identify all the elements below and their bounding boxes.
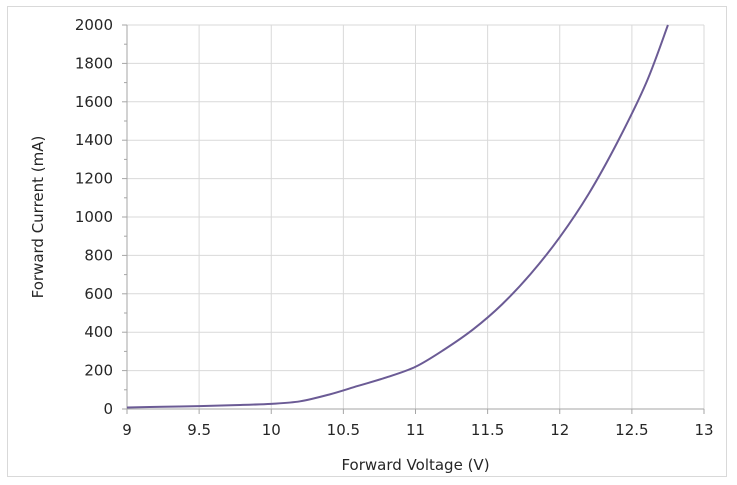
y-tick-labels: 0 200 400 600 800 1000 1200 1400 1600 1800 2000 [75, 16, 113, 418]
y-tick-label: 200 [84, 362, 113, 380]
x-axis-title: Forward Voltage (V) [341, 456, 489, 474]
y-tick-label: 1000 [75, 208, 113, 226]
y-tick-label: 2000 [75, 16, 113, 34]
x-tick-label: 11 [406, 421, 425, 439]
grid-lines [126, 24, 705, 409]
series-line [126, 24, 669, 409]
x-tick-labels: 9 9.5 10 10.5 11 11.5 12 12.5 13 [122, 421, 713, 439]
y-tick-label: 800 [84, 246, 113, 264]
x-tick-label: 10.5 [327, 421, 360, 439]
y-tick-label: 1800 [75, 54, 113, 72]
x-tick-label: 9.5 [187, 421, 211, 439]
y-tick-label: 0 [103, 400, 113, 418]
x-tick-label: 12.5 [615, 421, 648, 439]
y-axis-title: Forward Current (mA) [29, 136, 47, 299]
y-tick-label: 400 [84, 323, 113, 341]
x-tick-label: 12 [550, 421, 569, 439]
x-tick-label: 13 [694, 421, 713, 439]
axes [122, 24, 705, 414]
y-tick-label: 1600 [75, 93, 113, 111]
x-tick-label: 9 [122, 421, 132, 439]
x-tick-label: 10 [262, 421, 281, 439]
y-tick-label: 1200 [75, 170, 113, 188]
x-tick-label: 11.5 [471, 421, 504, 439]
y-tick-label: 1400 [75, 131, 113, 149]
y-tick-label: 600 [84, 285, 113, 303]
series-group [126, 24, 669, 409]
